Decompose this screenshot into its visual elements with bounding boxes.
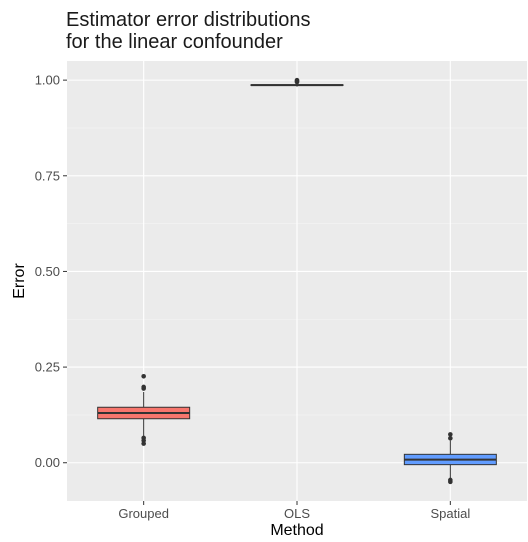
outlier-point: [294, 79, 300, 85]
chart-title-line-2: for the linear confounder: [66, 31, 283, 53]
y-tick-label: 0.00: [35, 455, 60, 470]
y-tick-label: 0.50: [35, 264, 60, 279]
x-tick-label: Grouped: [118, 506, 169, 521]
outlier-point: [448, 479, 453, 485]
y-tick-label: 0.25: [35, 360, 60, 375]
outlier-point: [141, 373, 146, 379]
outlier-point: [448, 432, 453, 437]
outlier-point: [141, 386, 146, 391]
chart-title-line-1: Estimator error distributions: [66, 9, 311, 31]
y-axis-title: Error: [11, 263, 28, 299]
x-tick-label: Spatial: [430, 506, 470, 521]
y-tick-label: 0.75: [35, 168, 60, 183]
outlier-point: [141, 441, 146, 446]
x-axis-title: Method: [270, 522, 323, 539]
x-tick-label: OLS: [284, 506, 310, 521]
outlier-point: [448, 435, 453, 441]
y-tick-label: 1.00: [35, 73, 60, 88]
